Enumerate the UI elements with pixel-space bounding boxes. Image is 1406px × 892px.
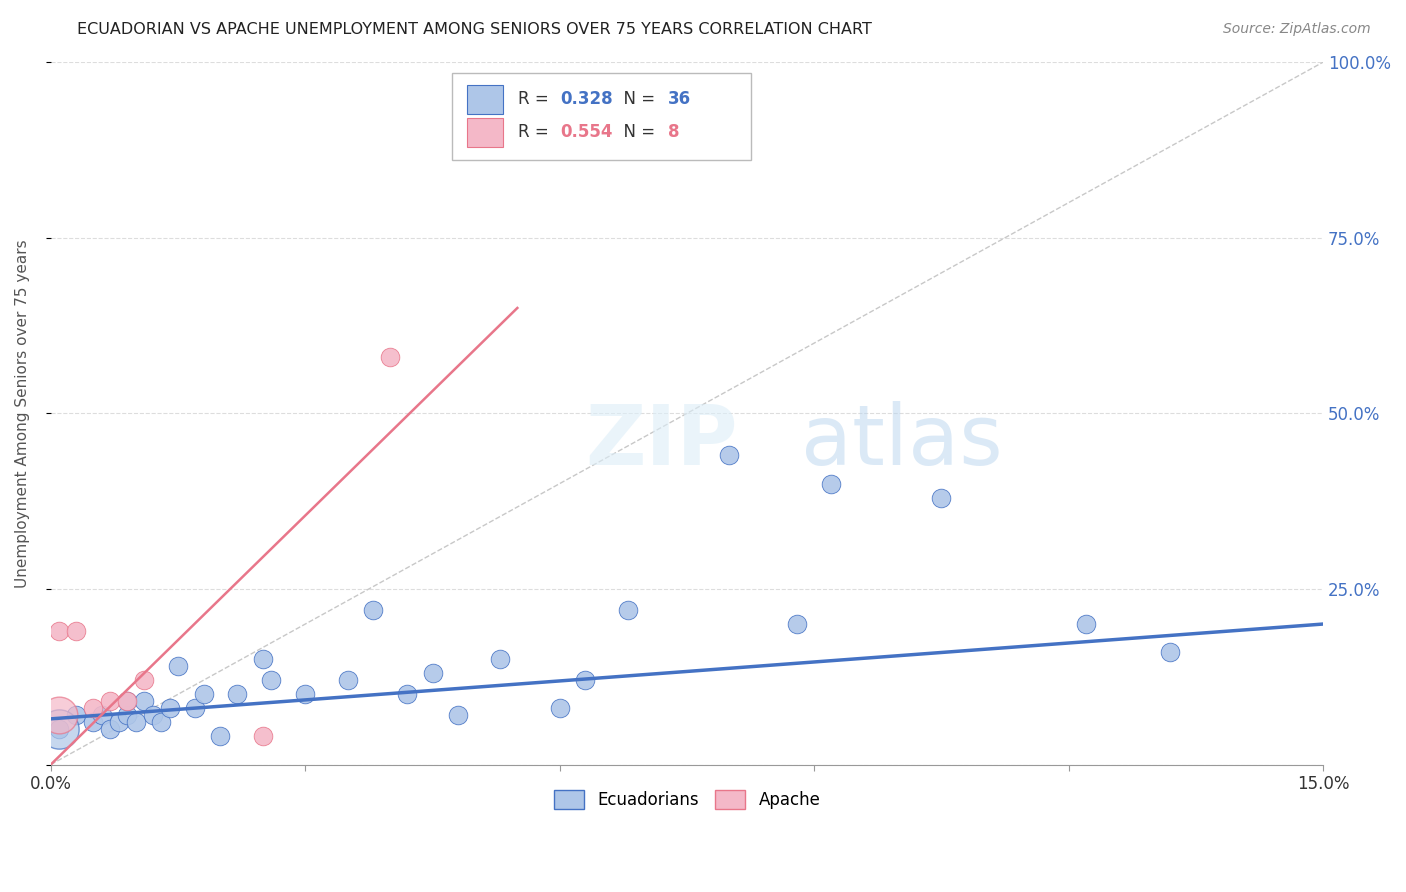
Legend: Ecuadorians, Apache: Ecuadorians, Apache (547, 783, 827, 816)
Point (48, 723, 70, 737)
Text: N =: N = (613, 123, 661, 141)
Point (396, 687, 419, 701)
Text: ECUADORIAN VS APACHE UNEMPLOYMENT AMONG SENIORS OVER 75 YEARS CORRELATION CHART: ECUADORIAN VS APACHE UNEMPLOYMENT AMONG … (77, 22, 872, 37)
Point (252, 652, 274, 666)
Point (616, 603, 638, 617)
Point (193, 687, 215, 701)
Point (718, 449, 741, 463)
Point (115, 694, 138, 708)
Point (90, 708, 112, 723)
Point (82, 701, 104, 715)
Point (82, 715, 104, 730)
Point (48, 624, 70, 638)
Bar (467, 85, 502, 114)
Point (1074, 617, 1097, 632)
Point (260, 673, 283, 688)
Point (98, 723, 121, 737)
Point (336, 673, 359, 688)
Point (115, 708, 138, 723)
Point (150, 715, 173, 730)
Text: R =: R = (517, 90, 554, 108)
Point (422, 666, 444, 681)
Point (134, 694, 156, 708)
Text: Source: ZipAtlas.com: Source: ZipAtlas.com (1223, 22, 1371, 37)
Point (361, 603, 384, 617)
Text: 0.328: 0.328 (560, 90, 613, 108)
Point (574, 673, 596, 688)
Point (209, 730, 232, 744)
Text: 0.554: 0.554 (560, 123, 612, 141)
Y-axis label: Unemployment Among Seniors over 75 years: Unemployment Among Seniors over 75 years (15, 239, 30, 588)
Point (65, 624, 87, 638)
Bar (467, 118, 502, 147)
FancyBboxPatch shape (451, 72, 751, 161)
Point (184, 701, 207, 715)
Point (294, 687, 316, 701)
Point (548, 701, 571, 715)
Point (1159, 645, 1181, 659)
Text: 8: 8 (668, 123, 679, 141)
Point (786, 617, 808, 632)
Point (820, 476, 842, 491)
Point (48, 723, 70, 737)
Point (252, 730, 274, 744)
Point (98, 694, 121, 708)
Text: 36: 36 (668, 90, 690, 108)
Point (167, 659, 190, 673)
Point (115, 694, 138, 708)
Point (159, 701, 181, 715)
Point (124, 715, 146, 730)
Point (107, 715, 129, 730)
Text: ZIP: ZIP (585, 401, 738, 482)
Point (65, 708, 87, 723)
Point (931, 491, 953, 505)
Point (142, 708, 165, 723)
Point (378, 350, 401, 364)
Text: R =: R = (517, 123, 554, 141)
Point (447, 708, 470, 723)
Point (489, 652, 512, 666)
Point (134, 673, 156, 688)
Point (226, 687, 249, 701)
Text: atlas: atlas (801, 401, 1004, 482)
Text: N =: N = (613, 90, 661, 108)
Point (48, 708, 70, 723)
